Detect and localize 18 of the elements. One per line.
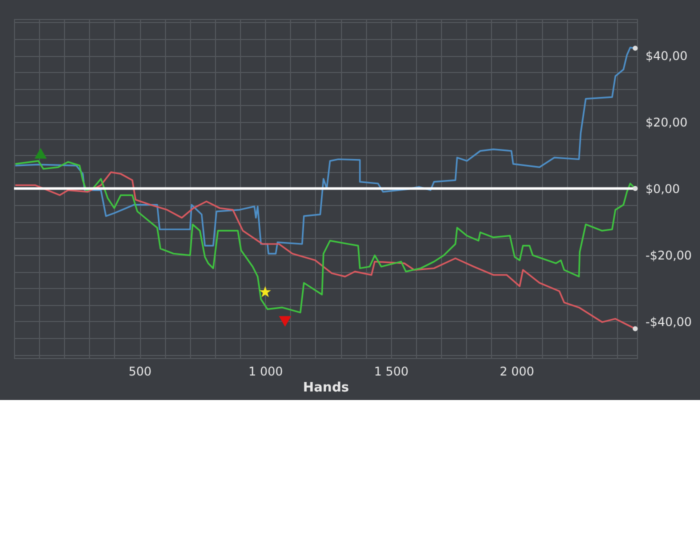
y-tick-label: $40,00 [646, 49, 688, 64]
point [278, 316, 292, 327]
point [632, 186, 638, 191]
point [259, 286, 272, 298]
y-tick-label: $20,00 [646, 116, 688, 130]
x-tick-label: 1 000 [248, 364, 283, 378]
x-axis-title: Hands [303, 380, 350, 396]
y-tick-label: -$20,00 [646, 248, 692, 262]
line-series [14, 171, 636, 330]
y-tick-label: -$40,00 [646, 314, 692, 329]
y-tick-label: $0,00 [646, 182, 680, 196]
point [632, 46, 638, 51]
line-series [14, 160, 636, 314]
point [632, 326, 638, 332]
x-tick-label: 2 000 [500, 364, 534, 378]
point [34, 148, 47, 159]
x-tick-label: 500 [128, 364, 152, 378]
x-tick-label: 1 500 [374, 364, 408, 378]
